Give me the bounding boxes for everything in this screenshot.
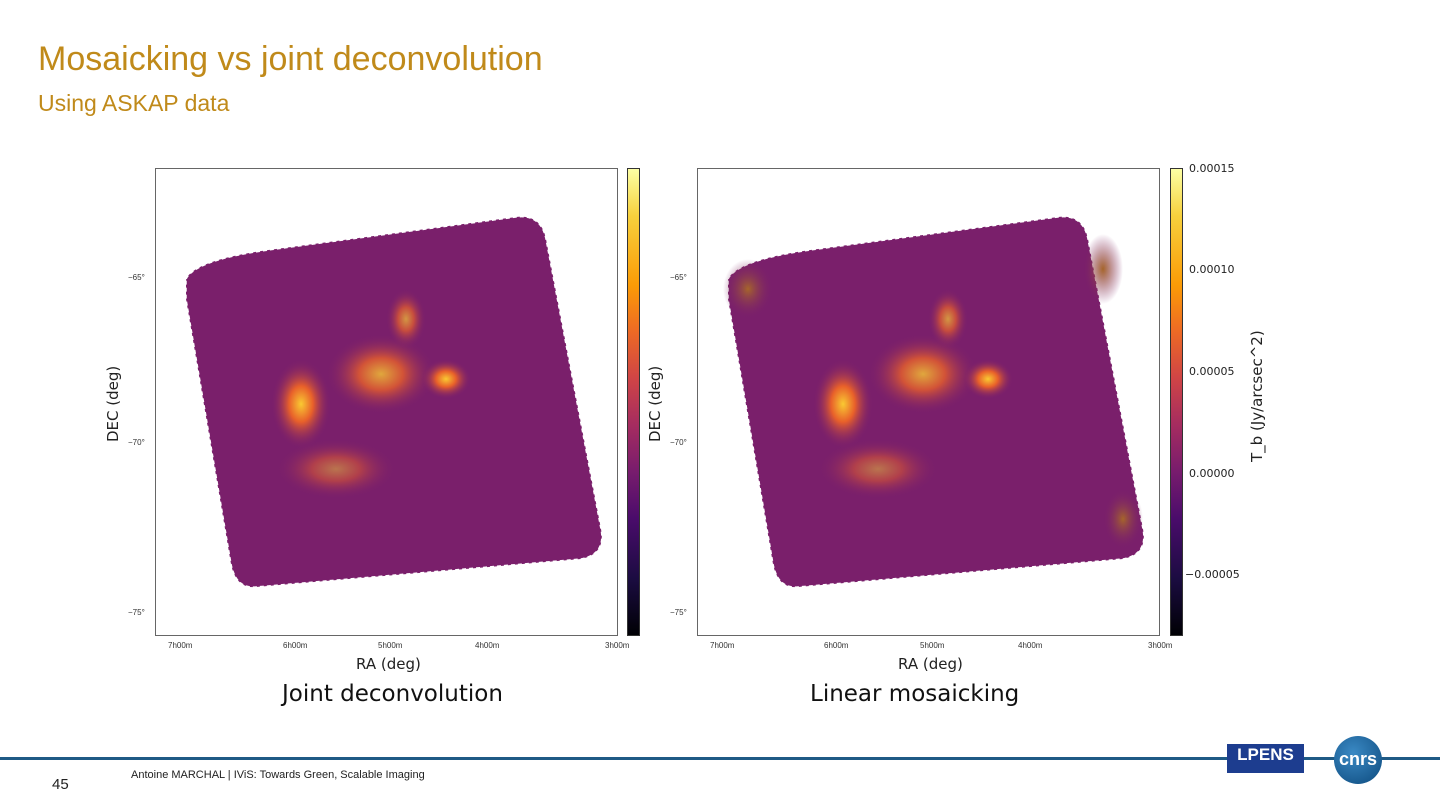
dec-tick: −75° bbox=[670, 608, 687, 617]
ra-tick: 3h00m bbox=[1148, 641, 1173, 650]
slide-title: Mosaicking vs joint deconvolution bbox=[38, 40, 543, 78]
ra-tick: 5h00m bbox=[920, 641, 945, 650]
lpens-logo: LPENS bbox=[1227, 744, 1304, 773]
sky-map-image bbox=[185, 215, 603, 588]
linear-mosaicking-map bbox=[697, 168, 1160, 636]
colorbar-label: T_b (Jy/arcsec^2) bbox=[1248, 330, 1266, 462]
y-axis-label: DEC (deg) bbox=[646, 365, 664, 442]
ra-tick: 5h00m bbox=[378, 641, 403, 650]
colorbar-right bbox=[1170, 168, 1183, 636]
dec-tick: −70° bbox=[128, 438, 145, 447]
dec-tick: −70° bbox=[670, 438, 687, 447]
ra-tick: 7h00m bbox=[710, 641, 735, 650]
dec-tick: −65° bbox=[670, 273, 687, 282]
y-axis-label: DEC (deg) bbox=[104, 365, 122, 442]
ra-tick: 3h00m bbox=[605, 641, 630, 650]
ra-tick: 4h00m bbox=[475, 641, 500, 650]
footer-divider bbox=[0, 757, 1440, 760]
ra-tick: 7h00m bbox=[168, 641, 193, 650]
colorbar-tick: 0.00000 bbox=[1189, 467, 1235, 480]
x-axis-label: RA (deg) bbox=[898, 655, 963, 673]
panel-caption: Joint deconvolution bbox=[282, 681, 503, 707]
footer-text: Antoine MARCHAL | IViS: Towards Green, S… bbox=[131, 769, 425, 781]
page-number: 45 bbox=[52, 776, 69, 793]
x-axis-label: RA (deg) bbox=[356, 655, 421, 673]
slide-subtitle: Using ASKAP data bbox=[38, 90, 230, 116]
dec-tick: −65° bbox=[128, 273, 145, 282]
ra-tick: 6h00m bbox=[283, 641, 308, 650]
ra-tick: 6h00m bbox=[824, 641, 849, 650]
cnrs-logo: cnrs bbox=[1334, 736, 1382, 784]
colorbar-tick: 0.00005 bbox=[1189, 365, 1235, 378]
panel-caption: Linear mosaicking bbox=[810, 681, 1020, 707]
joint-deconvolution-map bbox=[155, 168, 618, 636]
dec-tick: −75° bbox=[128, 608, 145, 617]
colorbar-tick: −0.00005 bbox=[1185, 568, 1240, 581]
colorbar-tick: 0.00015 bbox=[1189, 162, 1235, 175]
colorbar-left bbox=[627, 168, 640, 636]
ra-tick: 4h00m bbox=[1018, 641, 1043, 650]
sky-map-image bbox=[723, 215, 1145, 588]
colorbar-tick: 0.00010 bbox=[1189, 263, 1235, 276]
